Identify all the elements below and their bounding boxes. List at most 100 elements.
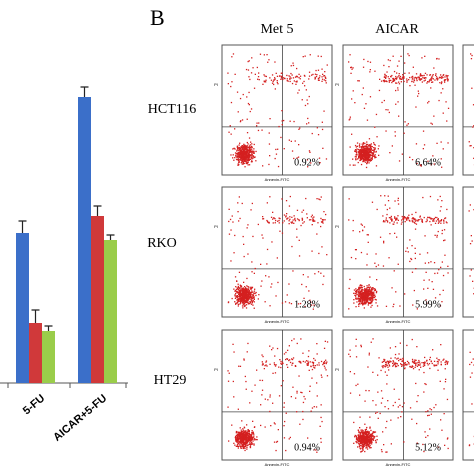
cell-dot xyxy=(383,220,385,222)
cell-dot xyxy=(365,157,367,159)
cell-dot xyxy=(363,152,365,154)
cell-dot xyxy=(251,154,253,156)
cell-dot xyxy=(358,291,360,293)
cell-dot xyxy=(371,297,373,299)
cell-dot xyxy=(398,160,401,162)
cell-dot xyxy=(318,362,320,364)
cell-dot xyxy=(433,163,435,165)
cell-dot xyxy=(243,435,245,437)
cell-dot xyxy=(278,75,281,77)
plot-frame xyxy=(462,186,474,318)
cell-dot xyxy=(422,130,425,132)
cell-dot xyxy=(316,353,318,355)
cell-dot xyxy=(235,434,238,436)
cell-dot xyxy=(355,150,357,153)
cell-dot xyxy=(236,145,239,147)
cell-dot xyxy=(422,75,424,77)
cell-dot xyxy=(246,298,248,301)
cell-dot xyxy=(413,289,415,292)
cell-dot xyxy=(243,149,246,151)
cell-dot xyxy=(358,287,360,289)
cell-dot xyxy=(243,438,245,440)
cell-dot xyxy=(293,338,295,340)
cell-dot xyxy=(245,287,247,289)
cell-dot xyxy=(242,441,244,443)
cell-dot xyxy=(387,200,390,202)
cell-dot xyxy=(278,222,280,224)
cell-dot xyxy=(360,154,362,156)
cell-dot xyxy=(246,159,248,162)
cell-dot xyxy=(397,203,400,205)
cell-dot xyxy=(415,211,417,214)
cell-dot xyxy=(242,162,244,164)
cell-dot xyxy=(361,146,363,148)
cell-dot xyxy=(234,297,237,299)
cell-dot xyxy=(418,219,420,221)
cell-dot xyxy=(238,147,241,149)
cell-dot xyxy=(275,449,277,452)
cell-dot xyxy=(367,143,369,146)
cell-dot xyxy=(274,218,276,220)
cell-dot xyxy=(394,131,396,133)
cell-dot xyxy=(228,220,230,223)
cell-dot xyxy=(275,364,277,366)
cell-dot xyxy=(245,436,247,438)
cell-dot xyxy=(361,150,363,152)
cell-dot xyxy=(292,386,294,388)
cell-dot xyxy=(389,233,391,235)
cell-dot xyxy=(252,304,254,306)
cell-dot xyxy=(371,156,373,158)
cell-dot xyxy=(236,440,238,442)
cell-dot xyxy=(245,304,248,306)
cell-dot xyxy=(366,435,369,437)
cell-dot xyxy=(235,155,237,157)
cell-dot xyxy=(393,77,395,80)
cell-dot xyxy=(421,81,423,83)
cell-dot xyxy=(322,222,324,224)
cell-dot xyxy=(368,148,370,150)
cell-dot xyxy=(396,65,399,67)
cell-dot xyxy=(258,79,260,81)
cell-dot xyxy=(373,148,376,150)
cell-dot xyxy=(444,239,446,241)
cell-dot xyxy=(293,80,295,82)
cell-dot xyxy=(311,214,313,216)
cell-dot xyxy=(244,375,246,378)
cell-dot xyxy=(357,161,359,164)
cell-dot xyxy=(230,260,232,262)
cell-dot xyxy=(358,154,360,156)
cell-dot xyxy=(363,442,365,444)
cell-dot xyxy=(404,221,406,223)
cell-dot xyxy=(470,269,472,271)
cell-dot xyxy=(324,71,326,73)
cell-dot xyxy=(317,69,320,71)
cell-dot xyxy=(304,75,306,77)
cell-dot xyxy=(310,216,313,218)
cell-dot xyxy=(236,149,238,151)
cell-dot xyxy=(238,144,240,146)
cell-dot xyxy=(249,147,251,150)
cell-dot xyxy=(391,287,393,289)
cell-dot xyxy=(374,157,376,159)
cell-dot xyxy=(358,436,360,438)
cell-dot xyxy=(246,424,248,426)
cell-dot xyxy=(470,235,472,237)
cell-dot xyxy=(433,220,435,222)
cell-dot xyxy=(442,112,444,114)
cell-dot xyxy=(401,215,403,218)
cell-dot xyxy=(468,210,470,212)
cell-dot xyxy=(239,297,241,299)
cell-dot xyxy=(261,394,263,396)
cell-dot xyxy=(438,221,440,223)
cell-dot xyxy=(244,301,246,303)
cell-dot xyxy=(392,55,394,57)
cell-dot xyxy=(239,445,241,447)
cell-dot xyxy=(415,106,417,108)
cell-dot xyxy=(369,301,372,304)
cell-dot xyxy=(290,303,293,305)
cell-dot xyxy=(376,305,379,307)
cell-dot xyxy=(252,291,254,293)
x-axis-label: Annexin-FITC xyxy=(265,177,290,182)
cell-dot xyxy=(238,435,241,437)
cell-dot xyxy=(236,291,238,294)
